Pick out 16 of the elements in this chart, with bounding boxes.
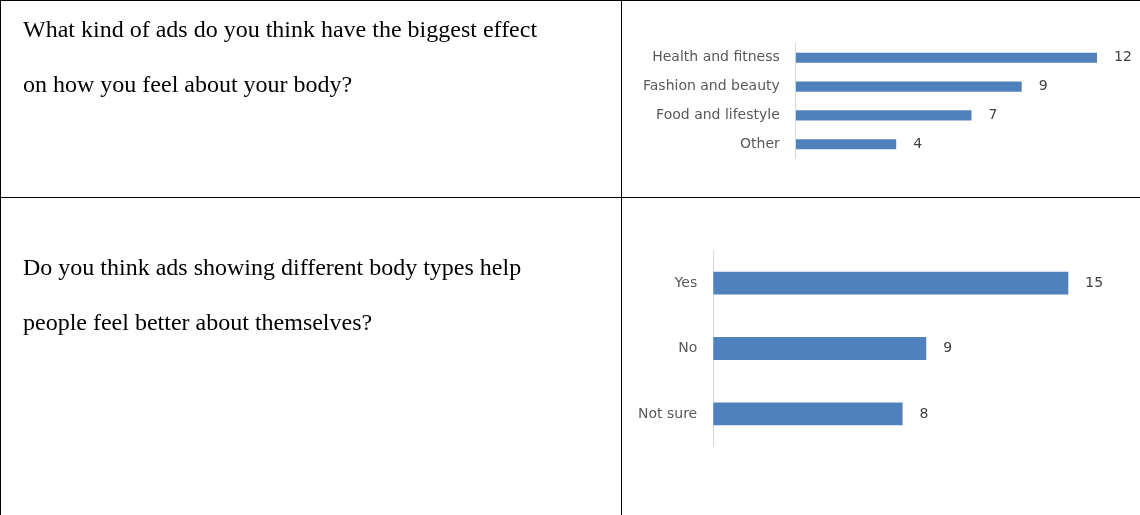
data-label: 8 xyxy=(919,404,929,421)
y-tick-label: Other xyxy=(740,134,781,151)
chart-title: What kind of ads do you think have the biggest effect on how you feel about your body? xyxy=(23,16,538,97)
data-label: 9 xyxy=(1038,77,1048,94)
data-label: 9 xyxy=(943,339,953,356)
y-tick-label: Food and lifestyle xyxy=(656,106,780,123)
chart-title: Do you think ads showing different body types help people feel better about themselves? xyxy=(23,254,522,335)
data-label: 12 xyxy=(1114,48,1132,65)
y-tick-label: No xyxy=(678,339,698,356)
data-label: 7 xyxy=(988,106,998,123)
y-tick-label: Health and fitness xyxy=(652,48,780,65)
y-tick-label: Not sure xyxy=(637,404,698,421)
y-tick-label: Yes xyxy=(673,273,698,290)
data-label: 15 xyxy=(1085,273,1104,290)
data-label: 4 xyxy=(913,134,923,151)
y-tick-label: Fashion and beauty xyxy=(643,77,780,94)
